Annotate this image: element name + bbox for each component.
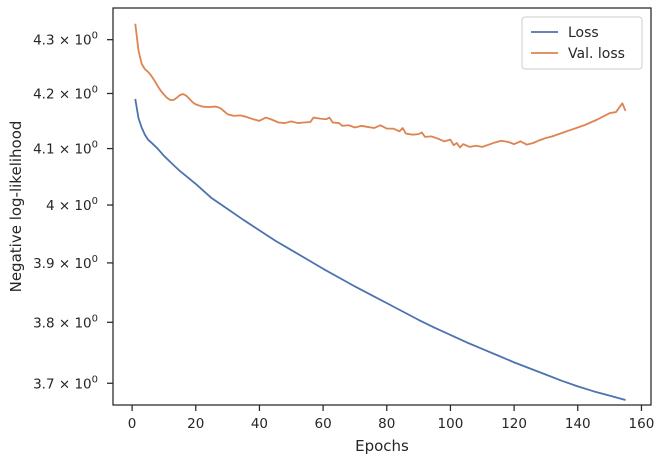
y-tick-label: 3.8 × 100 <box>33 313 98 331</box>
series-line-val-loss <box>134 23 627 149</box>
legend-label: Loss <box>568 25 599 41</box>
x-tick-label: 160 <box>629 416 655 432</box>
series-line-loss <box>134 98 626 401</box>
plot-background <box>113 8 651 405</box>
y-axis-title: Negative log-likelihood <box>7 121 25 293</box>
legend-label: Val. loss <box>568 46 625 62</box>
x-tick-label: 120 <box>501 416 527 432</box>
plot-frame <box>112 7 652 406</box>
y-tick-label: 4 × 100 <box>46 196 98 214</box>
y-tick-label: 4.1 × 100 <box>33 140 98 158</box>
x-tick-label: 80 <box>378 416 395 432</box>
x-tick-label: 140 <box>565 416 591 432</box>
y-tick-label: 4.3 × 100 <box>33 31 98 49</box>
x-axis-title: Epochs <box>355 437 409 455</box>
x-axis: 0 20 40 60 80 100 120 140 160 <box>128 405 655 432</box>
legend: Loss Val. loss <box>521 16 643 70</box>
y-axis: 3.7 × 100 3.8 × 100 3.9 × 100 4 × 100 4.1 × … <box>33 31 113 392</box>
x-tick-label: 0 <box>128 416 137 432</box>
series-layer <box>134 23 627 401</box>
x-tick-label: 40 <box>251 416 268 432</box>
y-tick-label: 4.2 × 100 <box>33 84 98 102</box>
x-tick-label: 100 <box>438 416 464 432</box>
x-tick-label: 20 <box>187 416 204 432</box>
legend-frame <box>521 16 643 70</box>
y-tick-label: 3.9 × 100 <box>33 254 98 272</box>
x-tick-label: 60 <box>315 416 332 432</box>
y-tick-label: 3.7 × 100 <box>33 374 98 392</box>
